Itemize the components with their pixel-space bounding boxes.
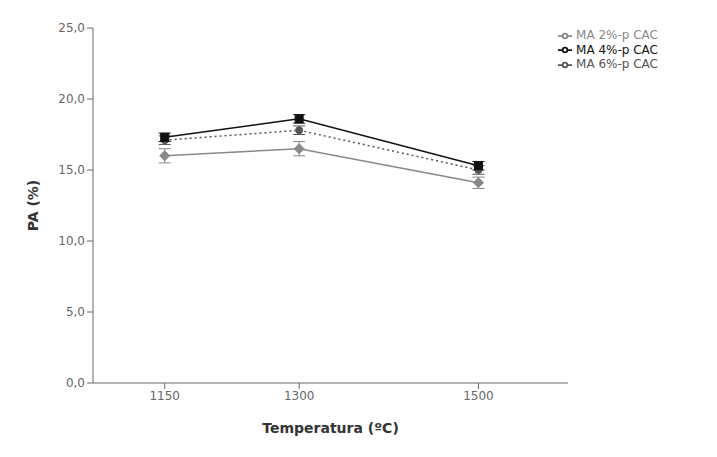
svg-text:Temperatura (ºC): Temperatura (ºC) bbox=[262, 420, 399, 436]
html-text:MA 2%-p CAC: MA 2%-p CAC bbox=[576, 28, 658, 42]
html-text:MA 4%-p CAC: MA 4%-p CAC bbox=[576, 42, 658, 57]
svg-text:PA (%): PA (%) bbox=[25, 180, 41, 232]
svg-text:1300: 1300 bbox=[284, 389, 315, 403]
svg-text:15,0: 15,0 bbox=[58, 163, 85, 177]
svg-text:20,0: 20,0 bbox=[58, 92, 85, 106]
svg-text:25,0: 25,0 bbox=[58, 21, 85, 35]
html-text:MA 6%-p CAC: MA 6%-p CAC bbox=[576, 57, 658, 71]
svg-text:1500: 1500 bbox=[463, 389, 494, 403]
svg-text:5,0: 5,0 bbox=[66, 305, 85, 319]
svg-text:10,0: 10,0 bbox=[58, 234, 85, 248]
svg-text:0,0: 0,0 bbox=[66, 376, 85, 390]
svg-text:1150: 1150 bbox=[149, 389, 180, 403]
